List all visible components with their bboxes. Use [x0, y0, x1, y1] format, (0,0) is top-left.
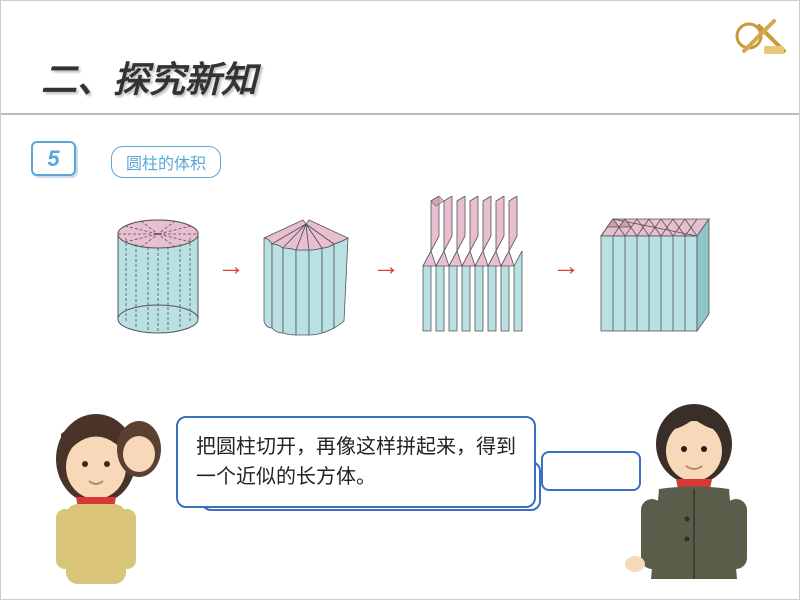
- character-boy: [619, 389, 779, 589]
- cylinder-stage-2: [256, 216, 361, 336]
- speech-tail-right: [541, 451, 641, 491]
- tools-icon: [729, 11, 789, 71]
- page-title: 二、探究新知: [41, 51, 257, 103]
- slide: 二、探究新知 5 圆柱的体积 →: [0, 0, 800, 600]
- character-girl: [21, 389, 171, 589]
- arrow-3: →: [552, 250, 580, 282]
- arrow-1: →: [217, 250, 245, 282]
- cylinder-stage-3: [411, 196, 541, 336]
- cylinder-diagram: → →: [111, 196, 711, 336]
- divider: [1, 113, 799, 115]
- page-number-badge: 5: [31, 141, 76, 176]
- speech-bubble-main: 把圆柱切开，再像这样拼起来，得到一个近似的长方体。: [176, 416, 536, 508]
- cylinder-stage-1: [111, 216, 206, 336]
- subtitle-pill: 圆柱的体积: [111, 146, 221, 178]
- cylinder-stage-4: [591, 211, 711, 336]
- arrow-2: →: [372, 250, 400, 282]
